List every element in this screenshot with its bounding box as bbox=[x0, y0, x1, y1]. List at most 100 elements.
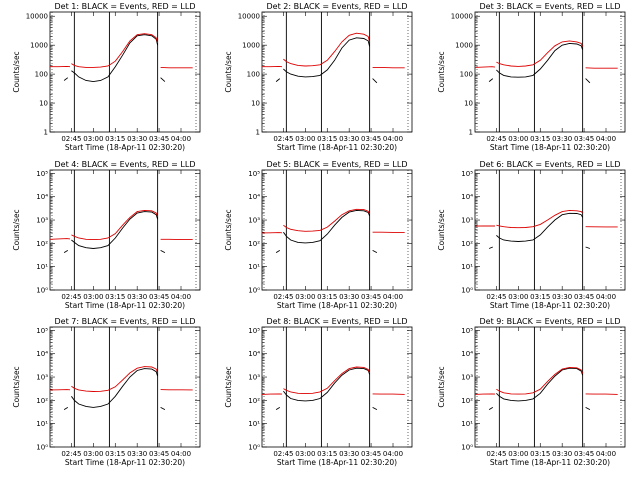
y-tick-label: 10¹ bbox=[36, 263, 48, 271]
y-tick-label: 1 bbox=[469, 129, 473, 137]
y-tick-label: 1000 bbox=[455, 42, 473, 50]
x-tick-label: 04:00 bbox=[383, 293, 403, 301]
chart-title: Det 6: BLACK = Events, RED = LLD bbox=[480, 160, 621, 169]
x-tick-label: 02:45 bbox=[273, 135, 293, 143]
x-tick-label: 03:45 bbox=[361, 135, 381, 143]
plot-frame bbox=[474, 169, 626, 291]
series-line bbox=[496, 212, 583, 242]
plot-frame bbox=[49, 11, 201, 133]
x-tick-label: 03:15 bbox=[530, 135, 550, 143]
series-line bbox=[283, 209, 371, 244]
x-tick-label: 03:45 bbox=[574, 135, 594, 143]
x-tick-label: 03:45 bbox=[361, 293, 381, 301]
y-tick-label: 10 bbox=[251, 100, 260, 108]
y-tick-label: 10 bbox=[39, 100, 48, 108]
x-tick-label: 04:00 bbox=[596, 450, 616, 458]
x-tick-label: 03:45 bbox=[149, 293, 169, 301]
x-tick-label: 04:00 bbox=[596, 135, 616, 143]
x-tick-label: 03:15 bbox=[105, 450, 125, 458]
x-tick-label: 04:00 bbox=[383, 450, 403, 458]
series-line bbox=[496, 209, 583, 229]
series-line bbox=[283, 367, 371, 402]
chart-panel: 02:45 03:00 03:15 03:30 03:45 04:00 10⁰ 10¹ 10² 1… bbox=[437, 317, 626, 467]
series-line bbox=[372, 393, 405, 395]
y-tick-label: 10¹ bbox=[248, 420, 260, 428]
y-tick-label: 10⁴ bbox=[461, 193, 473, 201]
x-tick-label: 02:45 bbox=[486, 450, 506, 458]
series-line bbox=[585, 393, 618, 395]
series-line bbox=[71, 34, 159, 83]
y-tick-label: 10² bbox=[36, 240, 48, 248]
y-tick-label: 10⁰ bbox=[461, 287, 473, 295]
series-line bbox=[488, 407, 494, 410]
y-tick-label: 10² bbox=[248, 397, 260, 405]
y-tick-label: 10³ bbox=[461, 217, 473, 225]
y-tick-label: 10⁴ bbox=[36, 193, 48, 201]
series-line bbox=[372, 249, 378, 254]
x-tick-label: 03:00 bbox=[508, 135, 528, 143]
y-tick-label: 10² bbox=[36, 397, 48, 405]
x-axis-label: Start Time (18-Apr-11 02:30:20) bbox=[277, 143, 397, 152]
plot-frame bbox=[261, 326, 413, 448]
series-line bbox=[283, 37, 371, 78]
x-tick-label: 03:30 bbox=[339, 135, 359, 143]
y-axis-label: Counts/sec bbox=[12, 51, 21, 92]
x-tick-label: 03:00 bbox=[83, 293, 103, 301]
x-tick-label: 03:15 bbox=[317, 450, 337, 458]
y-tick-label: 100 bbox=[460, 71, 473, 79]
y-tick-label: 10⁰ bbox=[36, 444, 48, 452]
plot-frame bbox=[49, 326, 201, 448]
x-tick-label: 03:45 bbox=[574, 450, 594, 458]
series-line bbox=[372, 406, 378, 411]
y-tick-label: 1000 bbox=[30, 42, 48, 50]
series-line bbox=[372, 78, 378, 84]
x-tick-label: 03:45 bbox=[149, 135, 169, 143]
y-tick-label: 10² bbox=[461, 397, 473, 405]
chart-panel: 02:45 03:00 03:15 03:30 03:45 04:00 1 10 100 1000… bbox=[224, 2, 413, 152]
x-tick-label: 03:00 bbox=[83, 450, 103, 458]
x-tick-label: 03:00 bbox=[508, 450, 528, 458]
y-tick-label: 10³ bbox=[461, 374, 473, 382]
y-axis-label: Counts/sec bbox=[224, 366, 233, 407]
x-tick-label: 02:45 bbox=[273, 450, 293, 458]
series-line bbox=[275, 407, 281, 410]
y-tick-label: 10³ bbox=[36, 374, 48, 382]
y-tick-label: 10⁵ bbox=[36, 170, 48, 178]
plot-frame bbox=[474, 326, 626, 448]
x-tick-label: 02:45 bbox=[486, 135, 506, 143]
series-line bbox=[49, 238, 71, 240]
x-tick-label: 03:30 bbox=[552, 450, 572, 458]
y-tick-label: 10³ bbox=[248, 374, 260, 382]
y-tick-label: 1 bbox=[44, 129, 48, 137]
series-line bbox=[488, 78, 494, 82]
series-line bbox=[160, 77, 166, 82]
x-tick-label: 04:00 bbox=[596, 293, 616, 301]
x-tick-label: 03:15 bbox=[105, 135, 125, 143]
x-axis-label: Start Time (18-Apr-11 02:30:20) bbox=[277, 301, 397, 310]
y-axis-label: Counts/sec bbox=[437, 51, 446, 92]
x-axis-label: Start Time (18-Apr-11 02:30:20) bbox=[490, 458, 610, 467]
plot-frame bbox=[474, 11, 626, 133]
chart-panel: 02:45 03:00 03:15 03:30 03:45 04:00 1 10 100 1000… bbox=[437, 2, 626, 152]
series-line bbox=[496, 42, 584, 78]
series-line bbox=[160, 406, 166, 411]
chart-panel: 02:45 03:00 03:15 03:30 03:45 04:00 10⁰ 10¹ 10² 1… bbox=[12, 317, 201, 467]
y-tick-label: 10¹ bbox=[461, 263, 473, 271]
y-tick-label: 100 bbox=[247, 71, 260, 79]
y-tick-label: 10¹ bbox=[248, 263, 260, 271]
chart-title: Det 9: BLACK = Events, RED = LLD bbox=[480, 317, 621, 326]
series-line bbox=[283, 208, 371, 232]
y-tick-label: 10000 bbox=[451, 13, 473, 21]
y-axis-label: Counts/sec bbox=[224, 51, 233, 92]
chart-title: Det 8: BLACK = Events, RED = LLD bbox=[267, 317, 408, 326]
series-line bbox=[488, 246, 493, 249]
x-tick-label: 02:45 bbox=[486, 293, 506, 301]
chart-title: Det 1: BLACK = Events, RED = LLD bbox=[55, 2, 196, 11]
series-line bbox=[585, 246, 591, 249]
series-line bbox=[474, 393, 496, 395]
series-line bbox=[275, 250, 281, 253]
x-tick-label: 03:45 bbox=[361, 450, 381, 458]
y-tick-label: 10⁵ bbox=[461, 327, 473, 335]
x-tick-label: 03:00 bbox=[83, 135, 103, 143]
y-tick-label: 10³ bbox=[36, 217, 48, 225]
